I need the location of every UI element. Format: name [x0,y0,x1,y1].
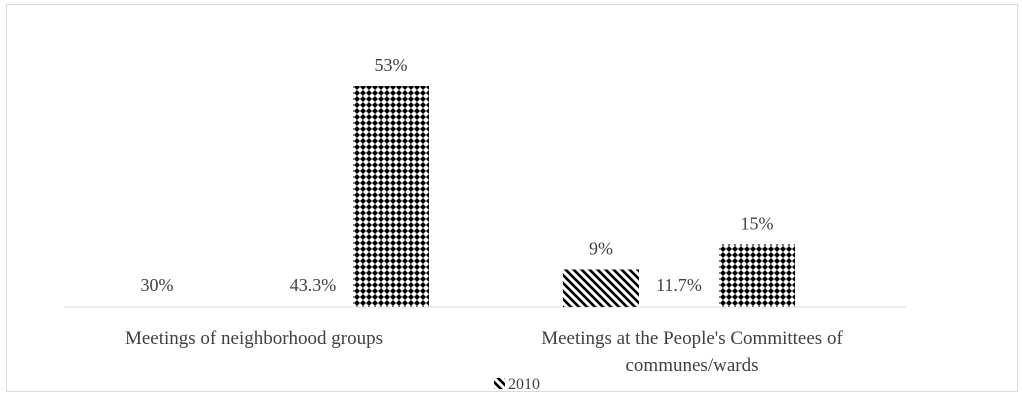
data-label: 11.7% [656,275,702,295]
category-label: communes/wards [626,355,759,376]
category-label: Meetings at the People's Committees of [541,328,843,349]
category-label: Meetings of neighborhood groups [125,328,383,349]
data-label: 15% [741,213,774,233]
bars-layer [353,86,795,307]
legend-swatch [494,378,505,389]
data-label: 9% [589,238,613,258]
data-labels-layer: 30% 43.3% 53% 9% 11.7% 15% [141,55,774,295]
category-labels-layer: Meetings of neighborhood groups Meetings … [125,328,843,376]
data-label: 43.3% [290,275,337,295]
bar-4-2 [719,244,795,307]
chart-frame [6,4,1018,392]
bar-4-1 [353,86,429,307]
legend: 2010 [494,376,540,393]
data-label: 30% [141,275,174,295]
data-label: 53% [375,55,408,75]
legend-label: 2010 [508,376,540,393]
bar-2-2 [563,269,639,307]
